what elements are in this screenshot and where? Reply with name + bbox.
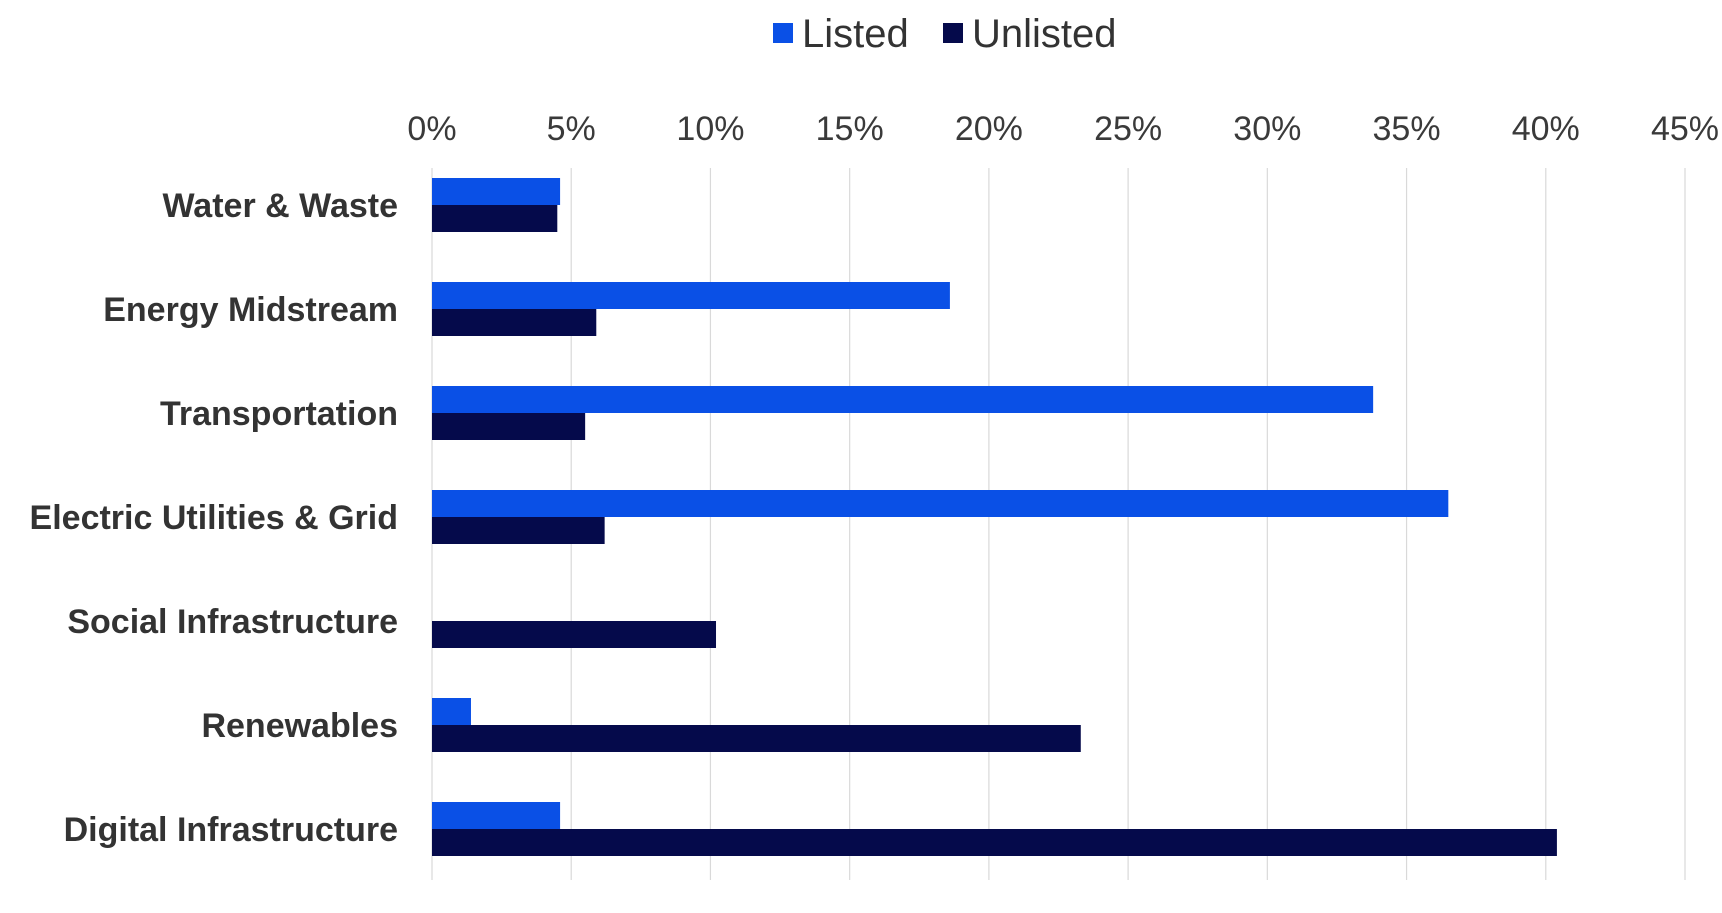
x-tick-label: 10% (676, 110, 744, 148)
category-label: Renewables (201, 707, 398, 745)
category-label: Transportation (160, 395, 398, 433)
bar-listed-0 (432, 178, 561, 205)
x-tick-label: 5% (547, 110, 596, 148)
bar-unlisted-3 (432, 517, 605, 544)
bar-listed-2 (432, 386, 1374, 413)
x-tick-label: 15% (816, 110, 884, 148)
legend-swatch-unlisted (943, 23, 963, 43)
bar-unlisted-4 (432, 621, 717, 648)
bars (432, 178, 1557, 856)
chart-legend: Listed Unlisted (773, 12, 1117, 56)
bar-unlisted-1 (432, 309, 597, 336)
x-tick-label: 30% (1233, 110, 1301, 148)
x-tick-label: 25% (1094, 110, 1162, 148)
bar-listed-6 (432, 802, 561, 829)
bar-listed-1 (432, 282, 950, 309)
category-label: Social Infrastructure (67, 603, 398, 641)
legend-label-unlisted: Unlisted (972, 12, 1117, 56)
category-label: Electric Utilities & Grid (30, 499, 398, 537)
category-label: Energy Midstream (103, 291, 398, 329)
category-label: Water & Waste (162, 187, 398, 225)
legend-swatch-listed (773, 23, 793, 43)
bar-unlisted-6 (432, 829, 1557, 856)
category-labels: Water & Waste Energy Midstream Transportat… (30, 187, 398, 849)
x-tick-label: 40% (1512, 110, 1580, 148)
bar-unlisted-0 (432, 205, 558, 232)
bar-listed-3 (432, 490, 1449, 517)
category-label: Digital Infrastructure (64, 811, 398, 849)
x-tick-label: 0% (407, 110, 456, 148)
x-tick-label: 20% (955, 110, 1023, 148)
bar-unlisted-2 (432, 413, 586, 440)
x-tick-label: 35% (1373, 110, 1441, 148)
x-tick-label: 45% (1651, 110, 1719, 148)
x-axis-ticks: 0% 5% 10% 15% 20% 25% 30% 35% 40% 45% (407, 110, 1719, 148)
gridlines (431, 168, 1686, 880)
legend-label-listed: Listed (802, 12, 909, 56)
bar-unlisted-5 (432, 725, 1081, 752)
bar-listed-5 (432, 698, 471, 725)
